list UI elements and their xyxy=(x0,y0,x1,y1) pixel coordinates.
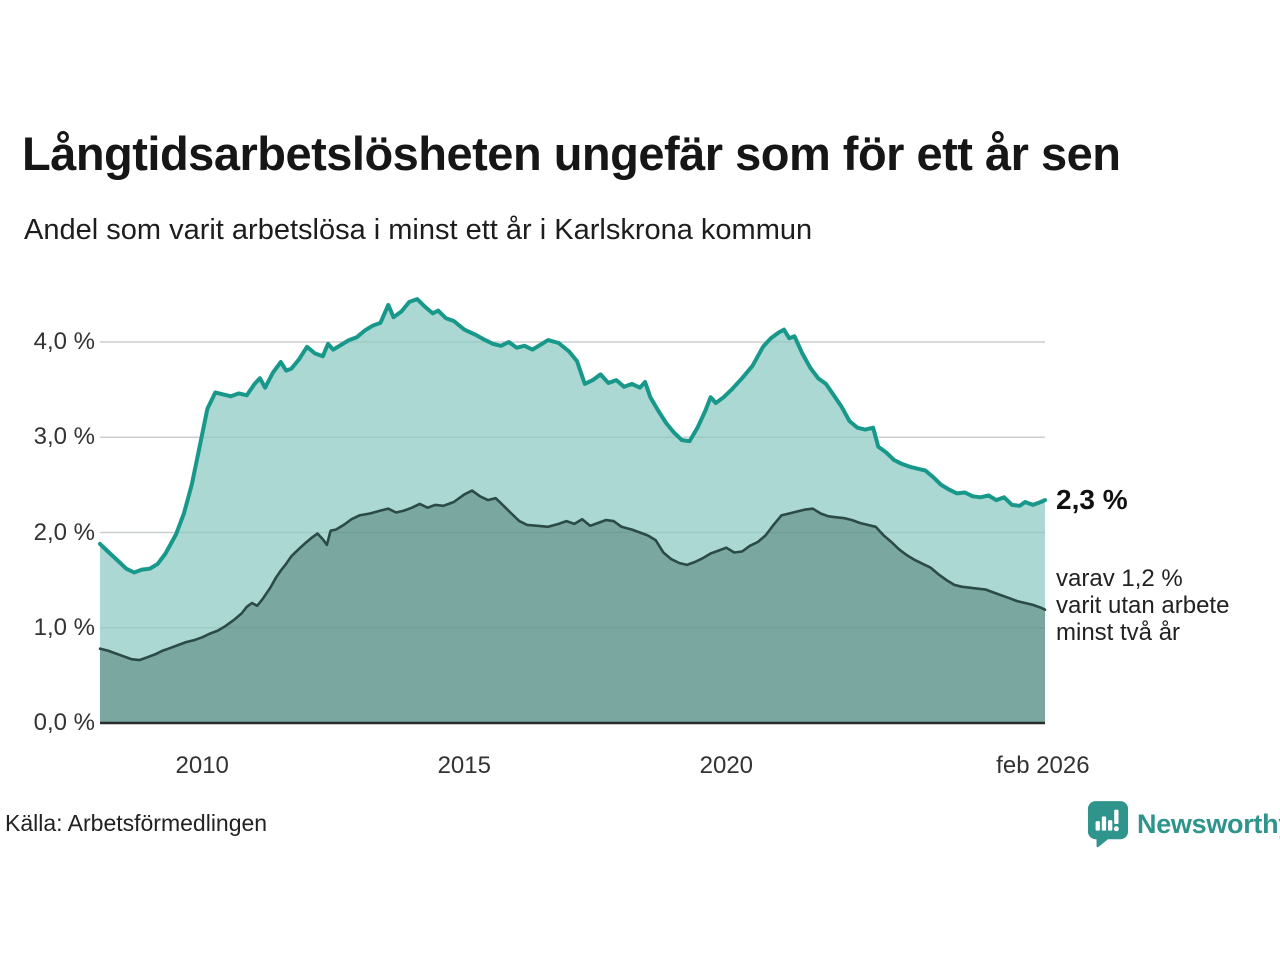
chart-subtitle: Andel som varit arbetslösa i minst ett å… xyxy=(24,214,813,246)
x-tick-label: feb 2026 xyxy=(996,752,1090,779)
annotation-line-3: minst två år xyxy=(1056,619,1181,646)
bar-chart-speech-bubble-icon xyxy=(1087,801,1129,848)
y-tick-label: 3,0 % xyxy=(33,423,95,451)
annotation-line-2: varit utan arbete xyxy=(1056,592,1230,619)
annotation-line-1: varav 1,2 % xyxy=(1056,565,1183,592)
y-tick-label: 4,0 % xyxy=(33,328,95,355)
series-line-one-year xyxy=(98,297,1047,575)
y-tick-label: 2,0 % xyxy=(33,518,95,546)
source-credit: Källa: Arbetsförmedlingen xyxy=(5,810,268,836)
x-tick-label: 2015 xyxy=(437,752,491,779)
newsworthy-logo: Newsworthy xyxy=(1087,800,1280,848)
newsworthy-wordmark: Newsworthy xyxy=(1137,808,1280,839)
series-line-two-years xyxy=(98,489,1047,662)
area-fill-two-years xyxy=(100,490,1045,723)
y-tick-label: 0,0 % xyxy=(33,709,95,736)
gridlines-overlay xyxy=(100,341,1045,629)
y-tick-label: 1,0 % xyxy=(33,613,95,641)
secondary-series-annotation: varav 1,2 % varit utan arbete minst två … xyxy=(1056,565,1229,646)
x-tick-label: 2010 xyxy=(175,752,229,779)
chart-title: Långtidsarbetslösheten ungefär som för e… xyxy=(22,127,1121,180)
x-tick-label: 2020 xyxy=(699,752,754,779)
latest-value-label: 2,3 % xyxy=(1056,484,1128,515)
